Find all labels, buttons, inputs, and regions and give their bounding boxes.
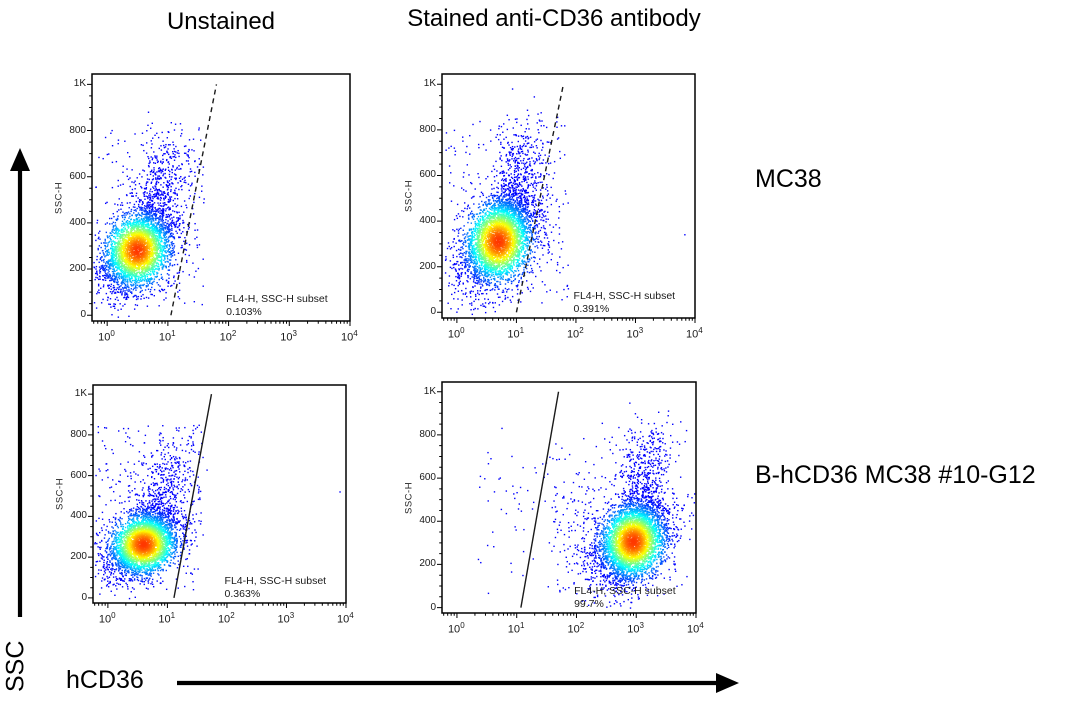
gate-label: FL4-H, SSC-H subset 0.363% — [225, 575, 327, 601]
x-tick-label: 103 — [627, 621, 644, 636]
scatter-canvas — [79, 379, 354, 621]
y-tick-label: 200 — [419, 558, 436, 570]
flow-plot-mc38-stained: SSC-H FL4-H, SSC-H subset 0.391% 0 200 400… — [404, 68, 703, 341]
x-tick-label: 103 — [277, 611, 295, 626]
gate-percent-text: 0.391% — [573, 303, 610, 315]
x-tick-label: 101 — [507, 326, 525, 341]
gate-label: FL4-H, SSC-H subset 0.103% — [226, 293, 328, 319]
x-tick-label: 104 — [687, 621, 704, 636]
x-tick-label: 101 — [507, 621, 525, 636]
gate-subset-text: FL4-H, SSC-H subset — [224, 575, 327, 587]
y-tick-label: 0 — [430, 306, 436, 318]
y-tick-label: 600 — [419, 472, 436, 484]
y-axis-label: SSC-H — [54, 477, 66, 511]
x-tick-label: 100 — [447, 621, 465, 636]
y-tick-label: 1K — [423, 385, 436, 397]
y-tick-label: 1K — [73, 78, 86, 90]
x-tick-label: 102 — [567, 621, 585, 636]
x-tick-label: 102 — [217, 611, 235, 626]
x-tick-label: 103 — [626, 326, 644, 341]
x-tick-label: 104 — [686, 326, 703, 341]
column-header-unstained: Unstained — [166, 8, 276, 35]
y-tick-label: 800 — [419, 123, 436, 135]
y-tick-label: 400 — [419, 215, 436, 227]
column-header-stained: Stained anti-CD36 antibody — [407, 5, 701, 32]
y-tick-label: 1K — [423, 78, 436, 90]
flow-plot-bhcd36-unstained: SSC-H FL4-H, SSC-H subset 0.363% 0 200 400… — [55, 379, 354, 626]
y-tick-label: 400 — [419, 515, 436, 527]
y-tick-label: 800 — [69, 124, 86, 136]
y-tick-label: 600 — [69, 170, 86, 182]
gate-label: FL4-H, SSC-H subset 0.391% — [574, 290, 676, 316]
scatter-canvas — [428, 68, 703, 336]
scatter-canvas — [78, 68, 358, 339]
gate-percent-text: 0.363% — [224, 588, 261, 600]
ssc-axis-arrow-icon — [10, 148, 30, 617]
x-tick-label: 104 — [337, 611, 354, 626]
flow-plot-mc38-unstained: SSC-H FL4-H, SSC-H subset 0.103% 0 200 400… — [54, 68, 358, 344]
gate-subset-text: FL4-H, SSC-H subset — [226, 293, 328, 305]
scatter-canvas — [428, 376, 704, 631]
y-axis-label: SSC-H — [403, 179, 415, 213]
row-label-mc38: MC38 — [755, 165, 822, 193]
y-tick-label: 200 — [70, 551, 87, 563]
y-tick-label: 400 — [70, 510, 87, 522]
y-tick-label: 200 — [69, 263, 86, 275]
gate-label: FL4-H, SSC-H subset 99.7% — [574, 585, 676, 611]
x-tick-label: 100 — [447, 326, 465, 341]
hcd36-axis-label: hCD36 — [66, 666, 144, 694]
y-tick-label: 0 — [81, 591, 87, 603]
y-tick-label: 400 — [69, 216, 86, 228]
flow-plot-bhcd36-stained: SSC-H FL4-H, SSC-H subset 99.7% 0 200 400 6… — [404, 376, 704, 636]
x-tick-label: 100 — [98, 329, 115, 344]
ssc-axis-label: SSC — [1, 640, 30, 692]
x-tick-label: 102 — [566, 326, 584, 341]
y-tick-label: 1K — [74, 388, 87, 400]
y-tick-label: 600 — [70, 469, 87, 481]
y-axis-label: SSC-H — [403, 481, 415, 514]
y-tick-label: 800 — [419, 428, 436, 440]
row-label-bhcd36: B-hCD36 MC38 #10-G12 — [755, 461, 1036, 489]
x-tick-label: 103 — [280, 329, 297, 344]
x-tick-label: 100 — [98, 611, 116, 626]
y-axis-label: SSC-H — [53, 181, 65, 214]
gate-percent-text: 0.103% — [226, 306, 262, 318]
y-tick-label: 0 — [80, 309, 86, 321]
y-tick-label: 800 — [70, 428, 87, 440]
y-tick-label: 0 — [430, 601, 436, 613]
x-tick-label: 104 — [341, 329, 358, 344]
y-tick-label: 200 — [419, 260, 436, 272]
hcd36-axis-arrow-icon — [177, 673, 739, 693]
gate-percent-text: 99.7% — [574, 598, 604, 610]
x-tick-label: 102 — [219, 329, 237, 344]
gate-subset-text: FL4-H, SSC-H subset — [574, 585, 676, 597]
y-tick-label: 600 — [419, 169, 436, 181]
x-tick-label: 101 — [158, 611, 176, 626]
x-tick-label: 101 — [158, 329, 176, 344]
gate-subset-text: FL4-H, SSC-H subset — [573, 290, 676, 302]
